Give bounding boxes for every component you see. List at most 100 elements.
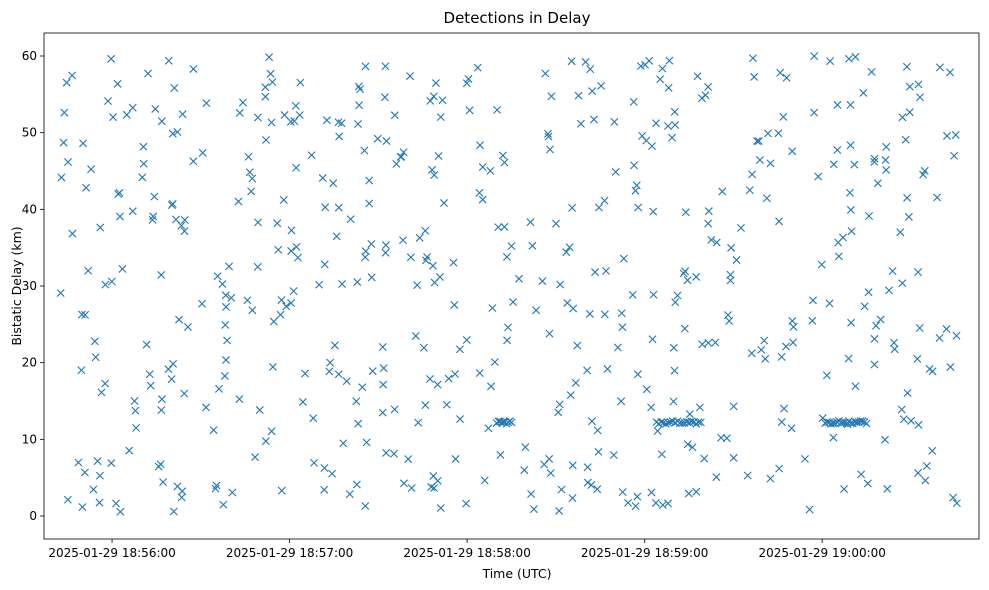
data-point [60, 108, 69, 117]
data-point [692, 419, 701, 428]
data-point [950, 151, 959, 160]
data-point [897, 405, 906, 414]
data-point [925, 365, 934, 373]
data-point [656, 75, 665, 84]
data-point [555, 400, 564, 409]
data-point [609, 451, 618, 460]
data-point [540, 460, 549, 469]
data-point [235, 395, 244, 404]
data-point [789, 338, 798, 347]
data-point [399, 148, 408, 157]
data-point [490, 358, 499, 367]
data-point [361, 62, 370, 71]
data-point [745, 186, 754, 195]
data-point [554, 408, 563, 417]
data-point [352, 480, 361, 489]
data-point [544, 129, 553, 138]
data-point [91, 353, 100, 362]
data-point [396, 152, 405, 161]
data-point [115, 212, 124, 221]
data-point [905, 108, 914, 117]
data-point [267, 118, 276, 127]
data-point [262, 135, 270, 144]
data-point [857, 470, 866, 479]
data-point [574, 91, 583, 100]
data-point [367, 239, 376, 248]
data-point [382, 137, 391, 146]
data-point [664, 83, 673, 92]
data-point [342, 377, 351, 386]
y-axis-label: Bistatic Delay (km) [9, 226, 24, 345]
y-axis: 0 10 20 30 40 50 60 [22, 49, 44, 523]
data-point [688, 443, 697, 452]
data-point [502, 252, 511, 261]
data-point [138, 173, 147, 182]
data-point [487, 382, 496, 391]
data-point [425, 374, 434, 383]
data-point [142, 340, 151, 349]
data-point [685, 410, 694, 419]
x-tick-label: 2025-01-29 18:57:00 [226, 546, 353, 560]
data-point [276, 310, 285, 319]
data-point [456, 415, 465, 424]
data-point [583, 478, 592, 487]
data-point [435, 273, 444, 282]
data-point [762, 194, 771, 203]
data-point [851, 382, 860, 391]
data-point [261, 92, 270, 101]
data-point [144, 69, 153, 78]
data-point [268, 78, 277, 87]
data-point [168, 199, 177, 208]
data-point [711, 338, 720, 347]
data-point [253, 262, 262, 271]
data-point [269, 317, 278, 326]
data-point [581, 57, 590, 66]
data-point [712, 238, 721, 247]
data-point [552, 219, 561, 228]
data-point [358, 383, 367, 392]
data-point [838, 233, 847, 242]
data-point [754, 137, 763, 146]
data-point [628, 290, 637, 299]
data-point [657, 450, 666, 459]
data-point [732, 255, 741, 264]
data-point [433, 380, 442, 389]
data-point [946, 362, 955, 371]
data-point [503, 336, 512, 345]
data-point [528, 241, 537, 250]
data-point [214, 384, 223, 393]
data-point [57, 173, 66, 182]
data-point [170, 84, 179, 92]
data-point [227, 293, 236, 302]
data-point [647, 403, 656, 412]
data-point [867, 67, 876, 76]
data-point [354, 82, 363, 91]
data-point [916, 93, 924, 102]
data-point [636, 62, 645, 71]
data-point [920, 166, 929, 175]
data-point [859, 88, 868, 97]
data-point [101, 379, 110, 388]
data-point [287, 298, 296, 307]
data-point [59, 138, 68, 147]
data-point [326, 358, 335, 367]
data-point [63, 495, 72, 504]
data-point [881, 156, 890, 165]
data-point [670, 107, 679, 116]
data-point [779, 112, 788, 121]
data-point [180, 389, 189, 398]
data-point [279, 195, 288, 204]
data-point [544, 132, 553, 141]
data-point [356, 85, 365, 94]
data-point [568, 494, 577, 503]
data-point [436, 504, 445, 513]
data-point [695, 403, 704, 412]
data-point [568, 203, 577, 212]
data-point [949, 493, 958, 502]
data-point [399, 236, 407, 245]
data-point [649, 207, 658, 216]
data-point [873, 179, 882, 188]
data-point [486, 166, 495, 175]
data-point [594, 203, 603, 212]
